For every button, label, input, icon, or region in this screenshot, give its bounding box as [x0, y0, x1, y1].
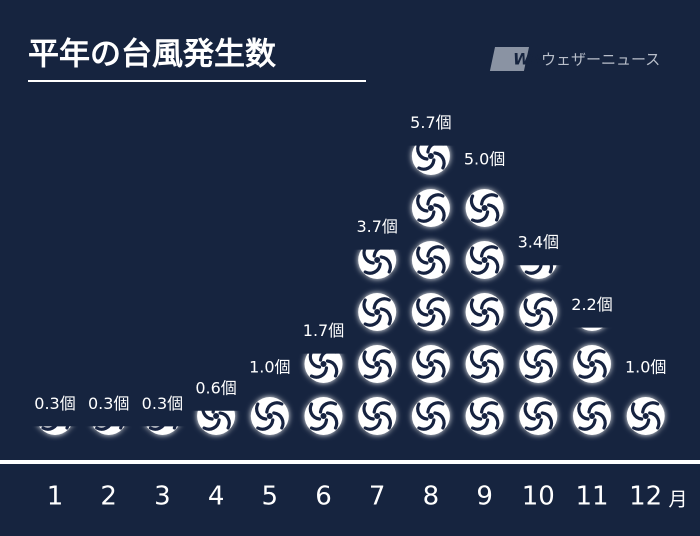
- brand-mark-box: [489, 47, 530, 71]
- x-tick-label: 3: [154, 482, 171, 512]
- x-tick-label: 10: [522, 482, 555, 512]
- x-tick-label: 9: [476, 482, 493, 512]
- value-label: 5.0個: [464, 150, 505, 169]
- x-unit: 月: [668, 489, 687, 511]
- x-tick-label: 5: [262, 482, 279, 512]
- typhoon-icon: [464, 239, 506, 281]
- x-tick-label: 11: [575, 482, 608, 512]
- x-tick-label: 1: [47, 482, 64, 512]
- x-tick-label: 8: [423, 482, 440, 512]
- typhoon-icon: [464, 291, 506, 333]
- brand-mark: WN: [513, 50, 545, 69]
- typhoon-icon: [517, 343, 559, 385]
- typhoon-icon: [464, 395, 506, 437]
- typhoon-icon: [410, 291, 452, 333]
- typhoon-stack: [625, 395, 667, 437]
- value-label: 5.7個: [410, 113, 451, 132]
- x-tick-label: 12: [629, 482, 662, 512]
- typhoon-icon: [464, 343, 506, 385]
- typhoon-icon: [410, 187, 452, 229]
- typhoon-icon: [249, 395, 291, 437]
- typhoon-icon: [410, 343, 452, 385]
- typhoon-icon: [410, 239, 452, 281]
- value-label: 1.0個: [625, 358, 666, 377]
- value-label: 3.4個: [518, 233, 559, 252]
- value-label: 2.2個: [571, 295, 612, 314]
- x-tick-label: 2: [100, 482, 117, 512]
- value-label: 1.7個: [303, 321, 344, 340]
- typhoon-stack: [249, 395, 291, 437]
- typhoon-icon: [302, 395, 345, 437]
- x-tick-label: 6: [315, 482, 332, 512]
- typhoon-icon: [464, 187, 506, 229]
- typhoon-icon: [356, 343, 398, 385]
- value-label: 0.3個: [142, 394, 183, 413]
- brand: ウェザーニュース: [541, 51, 660, 69]
- value-label: 3.7個: [356, 217, 397, 236]
- chart-title: 平年の台風発生数: [28, 37, 276, 73]
- value-label: 0.3個: [34, 394, 75, 413]
- x-tick-label: 7: [369, 482, 386, 512]
- typhoon-icon: [356, 291, 398, 333]
- value-label: 0.6個: [195, 378, 236, 397]
- typhoon-icon: [571, 395, 613, 437]
- typhoon-icon: [625, 395, 667, 437]
- value-label: 0.3個: [88, 394, 129, 413]
- typhoon-icon: [571, 343, 613, 385]
- typhoon-icon: [517, 291, 559, 333]
- x-tick-label: 4: [208, 482, 225, 512]
- typhoon-icon: [410, 395, 452, 437]
- typhoon-icon: [517, 395, 559, 437]
- typhoon-icon: [356, 395, 398, 437]
- value-label: 1.0個: [249, 358, 290, 377]
